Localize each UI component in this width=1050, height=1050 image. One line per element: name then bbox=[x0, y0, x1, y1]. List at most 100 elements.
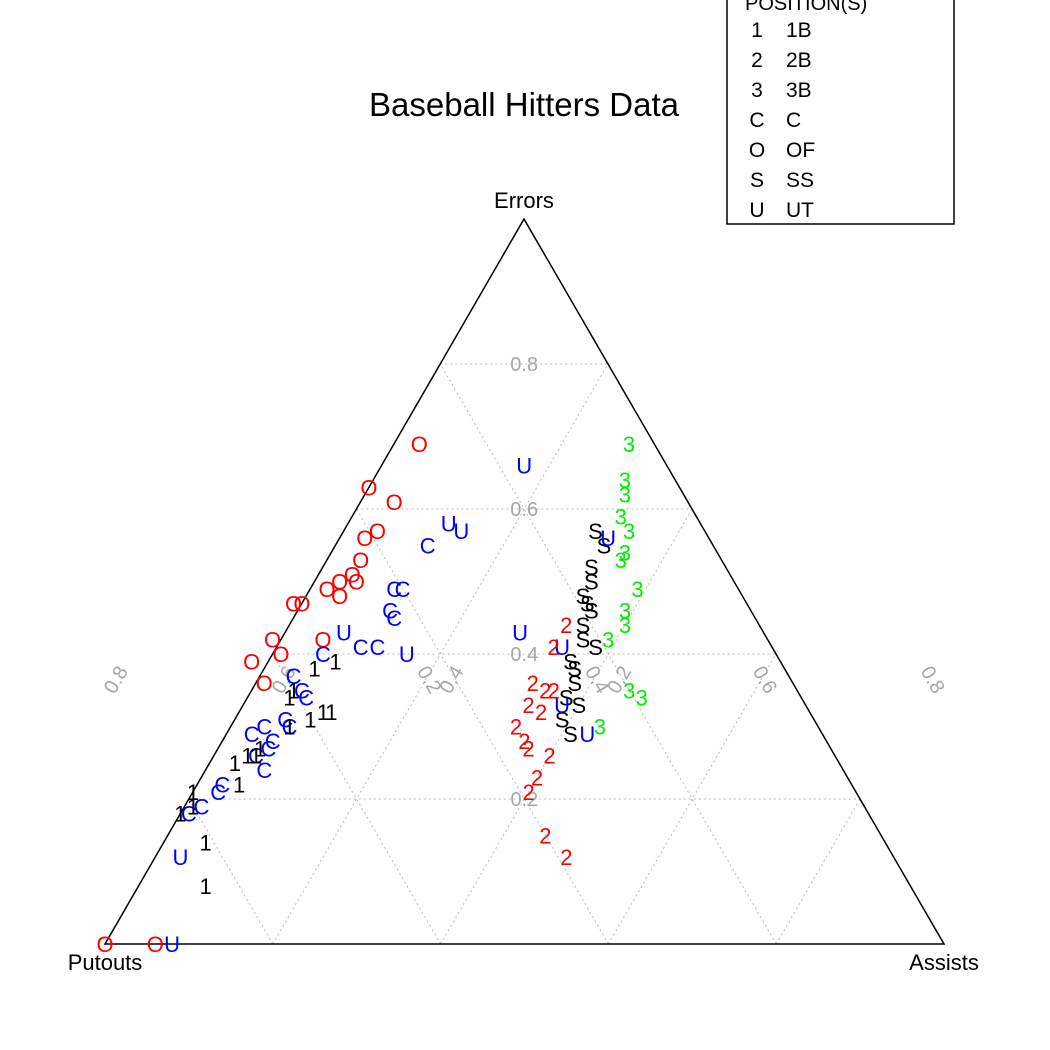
data-point-S: S bbox=[584, 555, 599, 580]
data-point-U: U bbox=[399, 642, 415, 667]
grid-line-assists bbox=[440, 508, 693, 945]
legend-box bbox=[726, 0, 955, 225]
data-point-O: O bbox=[243, 649, 260, 674]
data-point-2: 2 bbox=[522, 693, 534, 718]
legend-entries: 1 1B2 2B3 3BC CO OFS SSU UT bbox=[749, 19, 815, 222]
data-point-O: O bbox=[356, 526, 373, 551]
data-point-U: U bbox=[164, 932, 180, 957]
data-point-3: 3 bbox=[619, 541, 631, 566]
data-point-1: 1 bbox=[199, 831, 211, 856]
data-point-3: 3 bbox=[623, 432, 635, 457]
data-point-O: O bbox=[96, 932, 113, 957]
data-point-1: 1 bbox=[329, 649, 341, 674]
legend-symbol: O bbox=[749, 139, 765, 162]
grid-line-putouts bbox=[272, 653, 442, 945]
data-point-2: 2 bbox=[560, 613, 572, 638]
data-point-S: S bbox=[555, 707, 570, 732]
data-point-S: S bbox=[580, 591, 595, 616]
data-point-C: C bbox=[281, 715, 297, 740]
data-point-2: 2 bbox=[522, 780, 534, 805]
data-point-U: U bbox=[173, 845, 189, 870]
data-point-S: S bbox=[563, 649, 578, 674]
legend-label: 2B bbox=[786, 49, 812, 72]
grid-line-assists bbox=[272, 363, 609, 945]
data-point-S: S bbox=[572, 693, 587, 718]
tick-label-errors: 0.8 bbox=[510, 354, 538, 376]
legend-label: C bbox=[786, 109, 801, 132]
data-point-3: 3 bbox=[594, 715, 606, 740]
grid-line-assists bbox=[607, 653, 777, 945]
data-point-S: S bbox=[584, 570, 599, 595]
data-point-C: C bbox=[353, 635, 369, 660]
data-point-C: C bbox=[286, 664, 302, 689]
data-point-1: 1 bbox=[233, 773, 245, 798]
data-point-2: 2 bbox=[531, 765, 543, 790]
grid-layer: 0.20.2 0.20.40.40.40.60.60.60.80.80.8 bbox=[100, 354, 949, 945]
data-point-2: 2 bbox=[539, 678, 551, 703]
data-point-C: C bbox=[181, 802, 197, 827]
grid-line-assists bbox=[775, 798, 861, 945]
data-point-O: O bbox=[348, 570, 365, 595]
data-point-S: S bbox=[559, 686, 574, 711]
data-point-1: 1 bbox=[229, 751, 241, 776]
data-point-C: C bbox=[370, 635, 386, 660]
data-point-O: O bbox=[331, 584, 348, 609]
data-point-1: 1 bbox=[283, 715, 295, 740]
data-point-U: U bbox=[554, 693, 570, 718]
vertex-label-assists: Assists bbox=[909, 950, 979, 975]
data-point-2: 2 bbox=[560, 845, 572, 870]
data-point-O: O bbox=[264, 628, 281, 653]
data-point-3: 3 bbox=[623, 519, 635, 544]
tick-label-putouts: 0.4 bbox=[436, 662, 469, 697]
triangle-frame bbox=[103, 217, 946, 945]
data-point-S: S bbox=[563, 722, 578, 747]
data-point-C: C bbox=[395, 577, 411, 602]
legend-label: SS bbox=[786, 169, 814, 192]
data-point-S: S bbox=[567, 671, 582, 696]
data-point-3: 3 bbox=[631, 577, 643, 602]
data-point-S: S bbox=[576, 584, 591, 609]
data-point-1: 1 bbox=[325, 700, 337, 725]
data-point-2: 2 bbox=[522, 736, 534, 761]
data-point-3: 3 bbox=[619, 599, 631, 624]
data-point-C: C bbox=[256, 758, 272, 783]
legend-label: UT bbox=[786, 199, 814, 222]
data-point-C: C bbox=[244, 722, 260, 747]
data-point-2: 2 bbox=[510, 715, 522, 740]
data-point-C: C bbox=[210, 780, 226, 805]
data-point-1: 1 bbox=[187, 780, 199, 805]
data-point-C: C bbox=[277, 707, 293, 732]
data-point-1: 1 bbox=[200, 874, 212, 899]
data-point-S: S bbox=[576, 628, 591, 653]
data-point-S: S bbox=[567, 657, 582, 682]
tick-label-errors: 0.4 bbox=[510, 644, 538, 666]
data-point-2: 2 bbox=[539, 823, 551, 848]
data-point-O: O bbox=[344, 562, 361, 587]
grid-line-putouts bbox=[188, 798, 274, 945]
data-point-O: O bbox=[285, 591, 302, 616]
legend-label: OF bbox=[786, 139, 815, 162]
data-point-2: 2 bbox=[527, 671, 539, 696]
data-point-1: 1 bbox=[317, 700, 329, 725]
data-point-U: U bbox=[336, 620, 352, 645]
data-point-O: O bbox=[331, 570, 348, 595]
data-point-1: 1 bbox=[250, 744, 262, 769]
data-point-S: S bbox=[597, 533, 612, 558]
data-point-1: 1 bbox=[283, 686, 295, 711]
data-point-1: 1 bbox=[241, 744, 253, 769]
data-point-U: U bbox=[441, 512, 457, 537]
tick-label-errors: 0.2 bbox=[510, 789, 538, 811]
data-point-2: 2 bbox=[548, 678, 560, 703]
data-point-O: O bbox=[293, 591, 310, 616]
data-point-C: C bbox=[420, 533, 436, 558]
data-point-1: 1 bbox=[304, 707, 316, 732]
data-point-S: S bbox=[584, 599, 599, 624]
data-point-1: 1 bbox=[287, 678, 299, 703]
legend-symbol: U bbox=[749, 199, 764, 222]
chart-title: Baseball Hitters Data bbox=[369, 86, 680, 123]
data-point-O: O bbox=[386, 490, 403, 515]
data-point-3: 3 bbox=[619, 468, 631, 493]
data-point-2: 2 bbox=[535, 700, 547, 725]
data-point-U: U bbox=[579, 722, 595, 747]
